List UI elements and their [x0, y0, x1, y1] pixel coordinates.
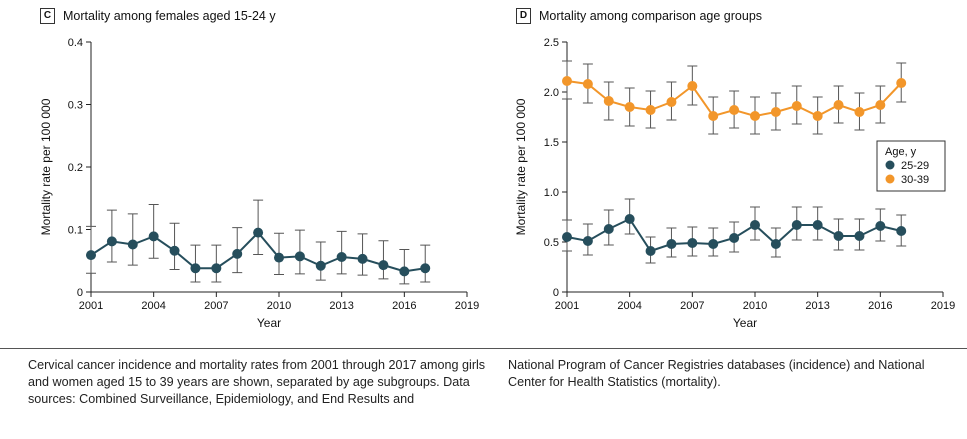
data-point	[274, 252, 284, 263]
data-point	[833, 100, 844, 110]
data-point	[791, 101, 802, 111]
data-point	[812, 111, 823, 121]
panel-d-x-tick-label: 2007	[680, 300, 704, 312]
panel-c-y-tick-label: 0	[77, 287, 83, 299]
data-point	[750, 220, 760, 230]
panel-d-x-tick-label: 2013	[805, 300, 829, 312]
data-point	[770, 239, 781, 249]
panel-c-y-tick-label: 0.2	[68, 162, 83, 174]
data-point	[562, 232, 572, 242]
data-point	[582, 236, 593, 246]
data-point	[896, 226, 907, 236]
panel-d-y-tick-label: 2.0	[544, 87, 559, 99]
data-point	[378, 260, 389, 271]
data-point	[729, 105, 740, 115]
data-point	[315, 260, 326, 271]
data-point	[854, 231, 865, 241]
panel-c-title: C Mortality among females aged 15-24 y	[40, 8, 276, 24]
panel-c-y-tick-label: 0.4	[68, 37, 83, 49]
panel-c-x-tick-label: 2013	[329, 300, 353, 312]
data-point	[603, 96, 614, 106]
data-point	[854, 107, 865, 117]
panel-c-letter: C	[40, 8, 55, 24]
data-point	[169, 245, 180, 256]
panel-d-y-axis-label: Mortality rate per 100 000	[514, 98, 528, 235]
data-point	[687, 81, 698, 91]
panel-d-y-tick-label: 0	[553, 287, 559, 299]
data-point	[86, 250, 96, 261]
panel-c-y-axis-label: Mortality rate per 100 000	[39, 98, 53, 235]
data-point	[645, 246, 656, 256]
panel-d-y-tick-label: 1.5	[544, 137, 559, 149]
data-point	[687, 238, 698, 248]
legend-label: 25-29	[901, 160, 929, 172]
data-point	[624, 214, 635, 224]
data-point	[211, 263, 222, 274]
data-point	[190, 263, 201, 274]
caption-left: Cervical cancer incidence and mortality …	[28, 358, 486, 406]
legend-label: 30-39	[901, 174, 929, 186]
data-point	[106, 236, 117, 247]
data-point	[666, 97, 677, 107]
data-point	[896, 78, 907, 88]
data-point	[875, 221, 886, 231]
data-point	[833, 231, 844, 241]
data-point	[770, 107, 781, 117]
data-point	[294, 251, 305, 262]
panel-d-y-tick-label: 2.5	[544, 37, 559, 49]
panel-d-x-tick-label: 2016	[868, 300, 892, 312]
panel-d-y-tick-label: 1.0	[544, 187, 559, 199]
data-point	[875, 100, 886, 110]
panel-d-x-tick-label: 2019	[931, 300, 955, 312]
data-point	[645, 105, 656, 115]
panel-c-x-axis-label: Year	[257, 316, 281, 330]
data-point	[812, 220, 823, 230]
data-point	[562, 76, 572, 86]
panel-d-title: D Mortality among comparison age groups	[516, 8, 762, 24]
panel-d-x-tick-label: 2010	[743, 300, 767, 312]
data-point	[791, 220, 802, 230]
data-point	[232, 248, 243, 259]
panel-c-y-tick-label: 0.1	[68, 225, 83, 237]
panel-c-x-tick-label: 2019	[455, 300, 479, 312]
panel-c-x-tick-label: 2007	[204, 300, 228, 312]
panel-d-x-tick-label: 2001	[555, 300, 579, 312]
data-point	[420, 263, 431, 274]
data-point	[750, 111, 760, 121]
panel-d-title-text: Mortality among comparison age groups	[539, 9, 763, 23]
data-point	[127, 239, 138, 250]
data-point	[708, 239, 719, 249]
panel-d-y-tick-label: 0.5	[544, 237, 559, 249]
panel-c-title-text: Mortality among females aged 15-24 y	[63, 9, 276, 23]
data-point	[148, 231, 159, 242]
data-point	[729, 233, 740, 243]
panel-d-x-axis-label: Year	[733, 316, 757, 330]
charts-svg: 0 0.1 0.2 0.3 0.4 2001 2004 2007 2010 2013 2016 201…	[39, 37, 955, 330]
panel-d-letter: D	[516, 8, 531, 24]
panel-c-x-tick-label: 2004	[141, 300, 165, 312]
data-point	[253, 227, 264, 238]
panel-c-x-tick-label: 2016	[392, 300, 416, 312]
panel-d-x-tick-label: 2004	[617, 300, 641, 312]
panel-c-x-tick-label: 2001	[79, 300, 103, 312]
data-point	[708, 111, 719, 121]
data-point	[399, 266, 410, 277]
data-point	[357, 253, 368, 264]
legend-title: Age, y	[885, 146, 917, 158]
caption-divider	[0, 348, 967, 349]
data-point	[624, 102, 635, 112]
panel-c-x-tick-label: 2010	[267, 300, 291, 312]
data-point	[603, 224, 614, 234]
caption-right: National Program of Cancer Registries da…	[508, 358, 925, 389]
legend-marker	[885, 160, 895, 170]
data-point	[336, 252, 347, 262]
data-point	[582, 79, 593, 89]
panel-c-y-tick-label: 0.3	[68, 100, 83, 112]
data-point	[666, 239, 677, 249]
legend-marker	[885, 174, 895, 184]
